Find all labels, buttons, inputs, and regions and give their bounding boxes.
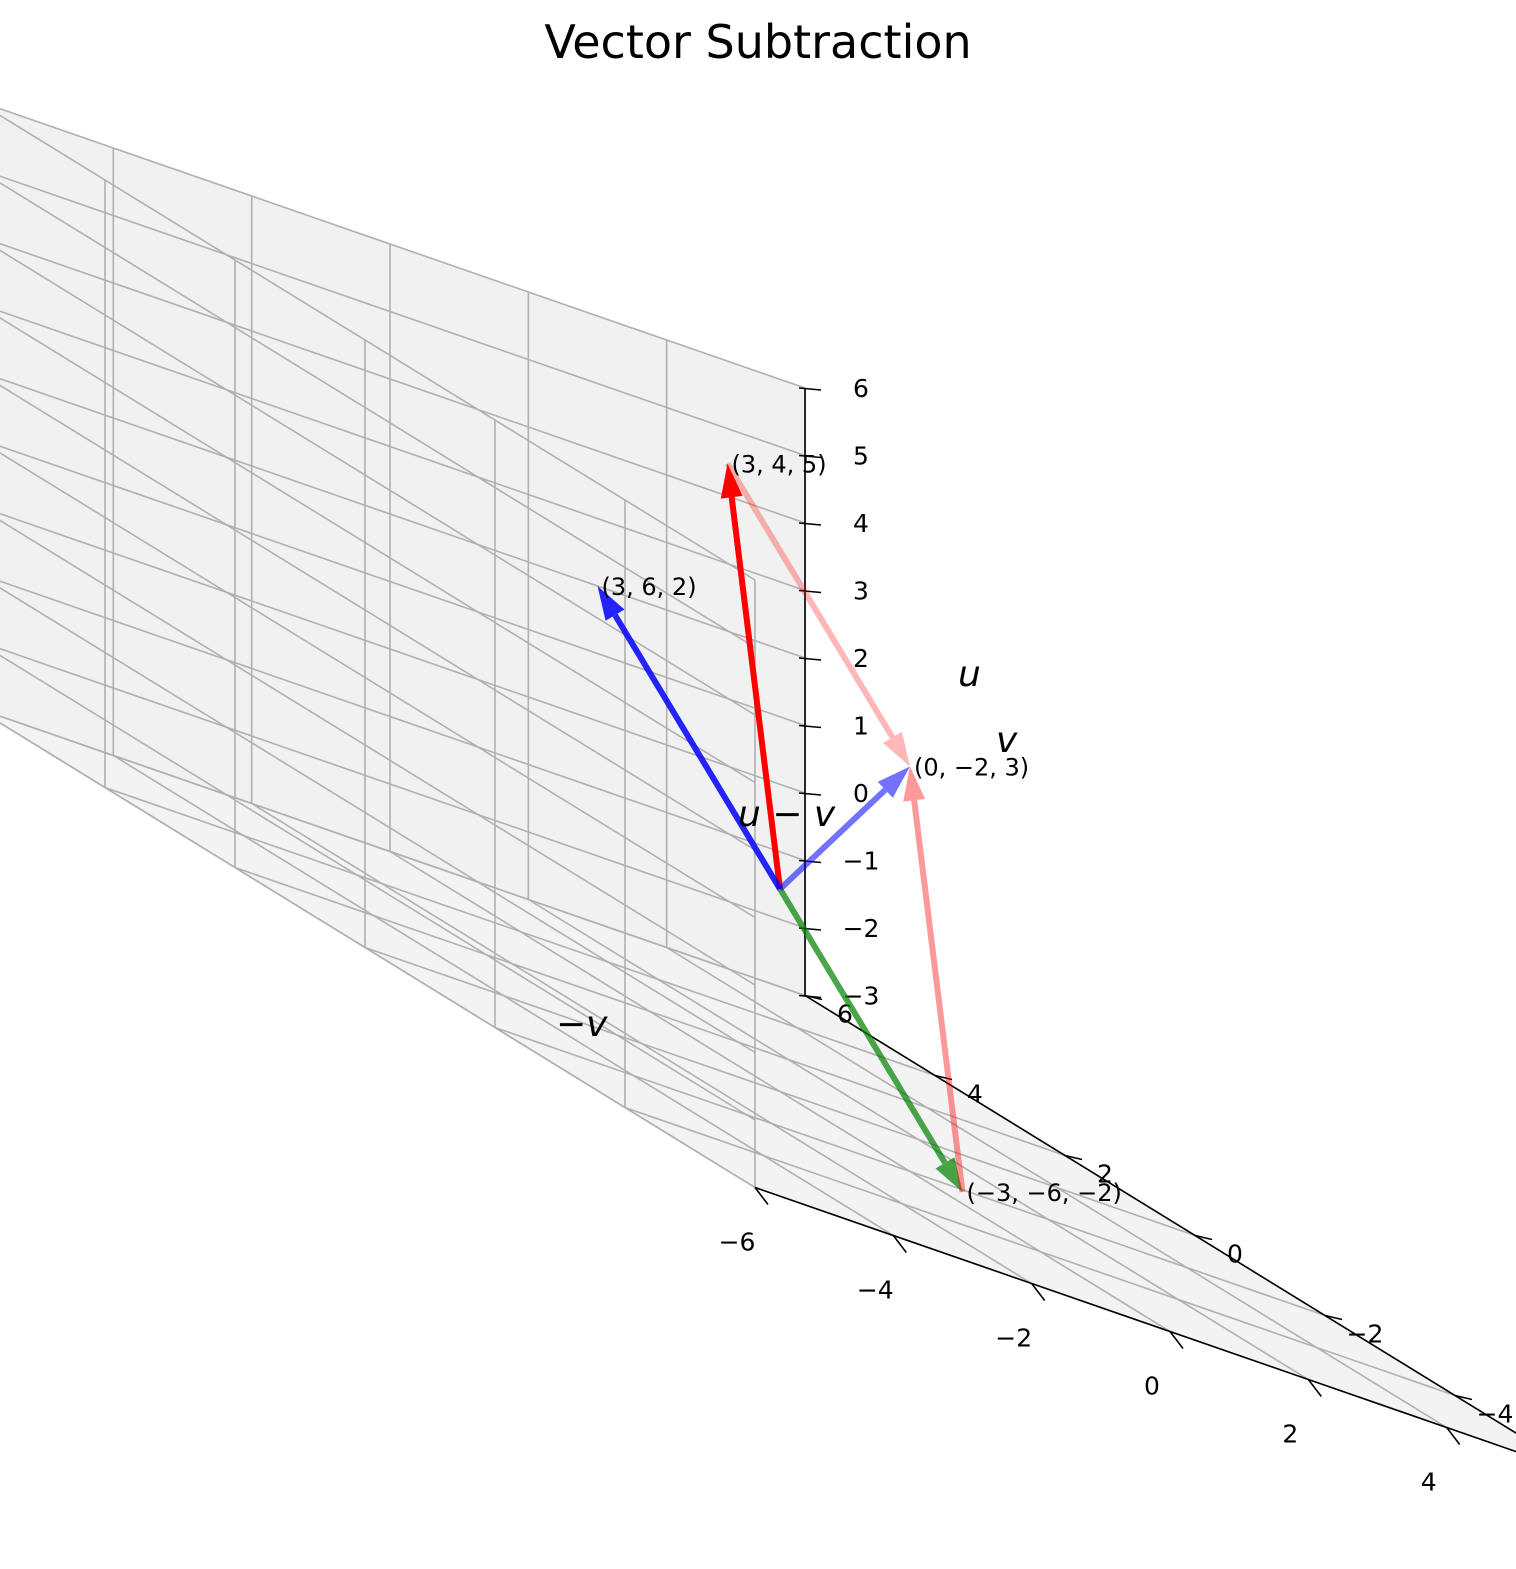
- grid-line-z: [0, 586, 756, 1054]
- z-tick-mark: [798, 387, 822, 391]
- point-label: (−3, −6, −2): [967, 1179, 1122, 1207]
- vector-shaft: [777, 787, 888, 892]
- z-tick-label: 0: [853, 779, 869, 808]
- z-tick-label: −2: [843, 914, 880, 943]
- y-tick-label: 0: [1227, 1240, 1243, 1269]
- vector-arrow: [777, 887, 963, 1192]
- grid-line-z: [0, 715, 806, 997]
- point-label: (0, −2, 3): [914, 754, 1029, 782]
- y-tick-mark: [934, 1074, 953, 1081]
- z-tick-label: 1: [853, 712, 869, 741]
- grid-line-z: [0, 181, 756, 649]
- vector-head: [903, 766, 926, 802]
- x-tick-mark: [754, 1187, 769, 1205]
- vector-head: [720, 463, 743, 499]
- y-tick-mark: [1324, 1314, 1343, 1321]
- y-tick-label: −4: [1477, 1400, 1514, 1429]
- x-tick-label: −4: [857, 1276, 894, 1305]
- x-tick-label: 4: [1421, 1468, 1437, 1497]
- vector-shaft: [911, 799, 966, 1193]
- grid-lines: [0, 107, 1516, 1453]
- grid-line-z: [0, 512, 806, 794]
- vector-shaft: [724, 461, 896, 739]
- vector-shaft: [612, 613, 783, 891]
- z-tick-mark: [798, 724, 822, 729]
- x-tick-label: 0: [1144, 1372, 1160, 1401]
- grid-line-y: [364, 946, 1196, 1237]
- z-tick-label: 4: [853, 509, 869, 538]
- z-tick-label: 2: [853, 644, 869, 673]
- x-tick-mark: [1446, 1427, 1461, 1445]
- x-tick-mark: [892, 1235, 907, 1253]
- grid-line-z: [0, 445, 806, 727]
- z-tick-label: −1: [843, 847, 880, 876]
- point-label: (3, 6, 2): [602, 573, 697, 601]
- vector-shaft: [728, 496, 783, 890]
- grid-line-z: [0, 580, 806, 862]
- grid-line-z: [0, 114, 756, 581]
- grid-line-z: [0, 107, 806, 389]
- vector-head: [877, 766, 910, 798]
- grid-line-z: [0, 316, 756, 784]
- x-tick-label: −6: [719, 1228, 756, 1257]
- x-tick-mark: [1169, 1331, 1184, 1349]
- grid-line-z: [0, 519, 756, 986]
- z-tick-label: 3: [853, 577, 869, 606]
- vector-label: −v: [556, 1004, 608, 1045]
- grid-line-z: [0, 242, 806, 524]
- y-tick-label: 2: [1097, 1160, 1113, 1189]
- x-tick-label: 2: [1282, 1420, 1298, 1449]
- y-tick-mark: [1454, 1394, 1473, 1401]
- vector-shaft: [777, 887, 948, 1165]
- vector-head: [935, 1157, 963, 1192]
- y-tick-label: −2: [1347, 1320, 1384, 1349]
- vector-label: u − v: [738, 794, 836, 835]
- vector-arrow: [903, 766, 966, 1193]
- grid-line-z: [0, 384, 756, 851]
- grid-line-y: [624, 1106, 1456, 1397]
- grid-line-y: [234, 866, 1066, 1157]
- x-tick-label: −2: [995, 1324, 1032, 1353]
- vector-arrow: [597, 586, 783, 891]
- annotations: uv −v u − v (3, 4, 5) (3, 6, 2) (0, −2, 3) (−3…: [556, 451, 1122, 1208]
- grid-line-z: [0, 451, 756, 919]
- y-tick-mark: [1194, 1234, 1213, 1241]
- z-tick-mark: [798, 792, 822, 796]
- grid-line-y: [494, 1026, 1326, 1317]
- point-label: (3, 4, 5): [732, 451, 827, 479]
- grid-line-z: [0, 310, 806, 592]
- grid-line-z: [0, 654, 756, 1121]
- grid-line-z: [0, 721, 756, 1189]
- vector-head: [883, 731, 910, 767]
- vector-label: u: [958, 654, 981, 695]
- z-tick-mark: [798, 589, 822, 594]
- vectors: [597, 461, 966, 1193]
- chart-title: Vector Subtraction: [544, 15, 971, 69]
- vector-arrow: [724, 461, 910, 767]
- grid-line-z: [0, 647, 806, 929]
- z-tick-mark: [798, 454, 822, 459]
- z-tick-mark: [798, 522, 822, 526]
- z-tick-label: 5: [853, 442, 869, 471]
- vector-arrow: [720, 463, 783, 890]
- grid-line-z: [0, 377, 806, 659]
- axis-lines: [754, 387, 1516, 1453]
- z-tick-label: 6: [853, 374, 869, 403]
- y-tick-label: 4: [967, 1080, 983, 1109]
- axes-panes: [0, 108, 1516, 1453]
- grid-line-y: [104, 786, 936, 1077]
- vector-head: [597, 586, 625, 621]
- grid-line-z: [0, 175, 806, 457]
- z-tick-mark: [798, 994, 822, 999]
- x-tick-mark: [1031, 1283, 1046, 1301]
- vector-label: v: [996, 720, 1018, 761]
- vector-arrow: [777, 766, 910, 892]
- y-tick-mark: [1064, 1154, 1083, 1161]
- z-tick-mark: [798, 657, 822, 661]
- x-tick-mark: [1307, 1379, 1322, 1397]
